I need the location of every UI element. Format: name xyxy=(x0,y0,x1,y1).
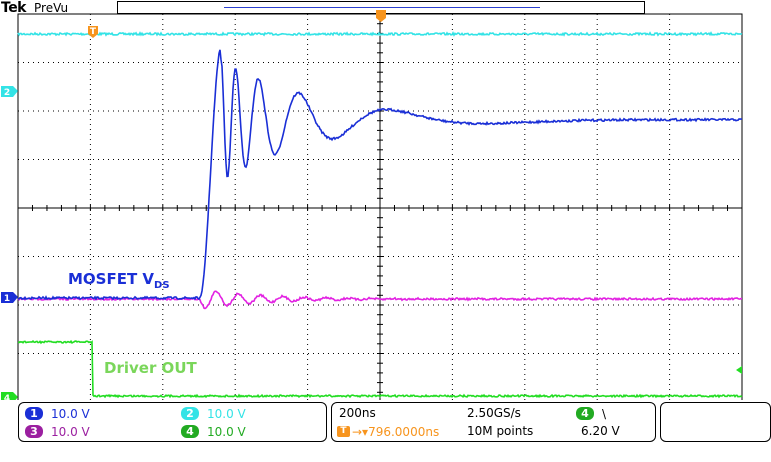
ch4-ground-marker[interactable]: 4 xyxy=(1,392,18,400)
ch4-waveform xyxy=(17,339,743,399)
ch1-waveform xyxy=(18,49,742,301)
ch4-badge: 4 xyxy=(181,425,199,438)
ch2-scale: 10.0 V xyxy=(207,406,246,421)
ch2-waveform xyxy=(17,31,743,37)
ch2-badge: 2 xyxy=(181,407,199,420)
ch2-ground-marker[interactable]: 2 xyxy=(1,86,18,98)
driver-out-annotation: Driver OUT xyxy=(104,359,197,377)
vds-annotation: MOSFET VDS xyxy=(68,270,170,291)
svg-text:2: 2 xyxy=(4,88,10,98)
svg-text:T: T xyxy=(90,27,97,37)
ch2-setting[interactable]: 2 10.0 V xyxy=(181,406,246,421)
ch3-badge: 3 xyxy=(25,425,43,438)
graticule-grid xyxy=(17,13,743,400)
timebase-readout[interactable]: 200ns xyxy=(339,406,376,420)
ch4-scale: 10.0 V xyxy=(207,424,246,439)
record-view-window xyxy=(224,7,540,8)
ch1-setting[interactable]: 1 10.0 V xyxy=(25,406,90,421)
mode-indicator: PreVu xyxy=(34,1,69,15)
trigger-t-icon: T xyxy=(337,426,350,437)
trigger-source-badge: 4 xyxy=(576,407,594,420)
trigger-level-readout[interactable]: 6.20 V xyxy=(581,424,620,438)
zoom-center-marker[interactable] xyxy=(376,10,386,22)
waveform-display: T 2 1 4 MOSFET VDS Driver OUT xyxy=(1,10,743,400)
trigger-level-marker[interactable] xyxy=(736,366,742,374)
ch4-setting[interactable]: 4 10.0 V xyxy=(181,424,246,439)
trigger-arrow-icon: →▾ xyxy=(352,424,369,439)
trigger-position-marker[interactable]: T xyxy=(88,26,98,38)
ch1-badge: 1 xyxy=(25,407,43,420)
trigger-position-readout[interactable]: T →▾796.0000ns xyxy=(337,424,439,439)
ch1-scale: 10.0 V xyxy=(51,406,90,421)
ch3-setting[interactable]: 3 10.0 V xyxy=(25,424,90,439)
empty-panel xyxy=(660,402,771,442)
trigger-source-setting[interactable]: 4 \ xyxy=(576,406,606,421)
record-length-readout[interactable]: 10M points xyxy=(467,424,534,438)
ch1-ground-marker[interactable]: 1 xyxy=(1,292,18,304)
svg-text:1: 1 xyxy=(4,294,10,304)
falling-edge-icon: \ xyxy=(602,406,607,421)
ch3-scale: 10.0 V xyxy=(51,424,90,439)
channel-settings-panel: 1 10.0 V 3 10.0 V 2 10.0 V 4 10.0 V xyxy=(18,402,327,442)
svg-text:4: 4 xyxy=(4,394,10,400)
acquisition-panel: 200ns T →▾796.0000ns 2.50GS/s 10M points … xyxy=(331,402,656,442)
brand-logo: Tek xyxy=(1,0,27,16)
sample-rate-readout[interactable]: 2.50GS/s xyxy=(467,406,521,420)
